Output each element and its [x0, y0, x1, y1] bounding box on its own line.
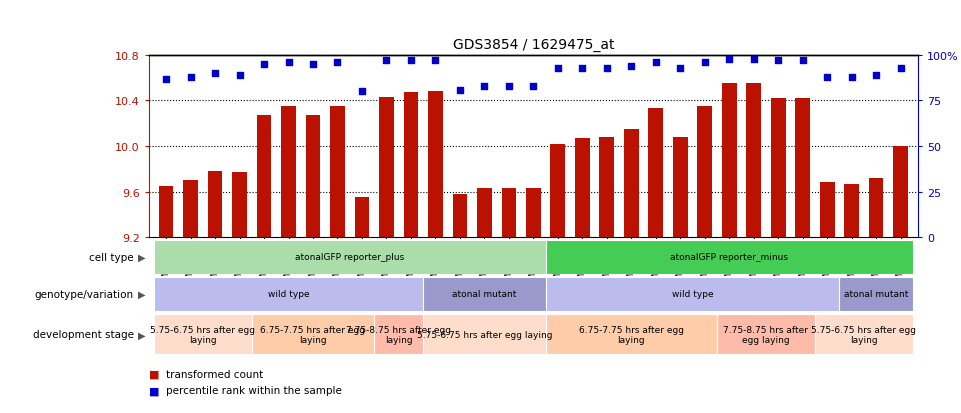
Point [428, 58, 443, 64]
Point [477, 83, 492, 90]
Bar [379, 98, 394, 237]
Point [183, 74, 198, 81]
Text: transformed count: transformed count [166, 369, 263, 379]
Point [550, 65, 565, 72]
Bar [546, 240, 913, 274]
Bar [154, 315, 252, 354]
Point [673, 65, 688, 72]
Point [208, 71, 223, 77]
Bar [502, 189, 516, 237]
Bar [526, 189, 541, 237]
Text: ▶: ▶ [137, 330, 145, 339]
Bar [208, 172, 222, 237]
Bar [154, 240, 546, 274]
Text: atonal mutant: atonal mutant [844, 290, 908, 299]
Bar [477, 189, 492, 237]
Point [844, 74, 859, 81]
Bar [894, 147, 908, 237]
Point [746, 56, 761, 63]
Bar [404, 93, 418, 237]
Bar [282, 107, 296, 237]
Title: GDS3854 / 1629475_at: GDS3854 / 1629475_at [453, 38, 614, 52]
Point [281, 60, 296, 66]
Point [232, 72, 247, 79]
Bar [820, 183, 834, 237]
Bar [747, 84, 761, 237]
Text: cell type: cell type [89, 252, 134, 262]
Text: 7.75-8.75 hrs after
egg laying: 7.75-8.75 hrs after egg laying [724, 325, 808, 344]
Point [330, 60, 345, 66]
Point [893, 65, 908, 72]
Bar [453, 195, 467, 237]
Point [306, 62, 321, 68]
Point [599, 65, 614, 72]
Bar [428, 92, 443, 237]
Bar [673, 138, 688, 237]
Text: ■: ■ [149, 385, 160, 395]
Text: ▶: ▶ [137, 252, 145, 262]
Bar [869, 178, 883, 237]
Bar [423, 315, 546, 354]
Bar [551, 145, 565, 237]
Point [526, 83, 541, 90]
Bar [546, 315, 717, 354]
Point [795, 58, 810, 64]
Text: atonal mutant: atonal mutant [453, 290, 517, 299]
Bar [159, 186, 173, 237]
Bar [771, 99, 785, 237]
Point [453, 87, 468, 94]
Point [648, 60, 663, 66]
Point [404, 58, 419, 64]
Bar [546, 278, 839, 311]
Bar [698, 107, 712, 237]
Point [575, 65, 590, 72]
Bar [600, 138, 614, 237]
Bar [233, 173, 247, 237]
Text: genotype/variation: genotype/variation [35, 289, 134, 299]
Point [820, 74, 835, 81]
Bar [717, 315, 815, 354]
Bar [649, 109, 663, 237]
Text: development stage: development stage [33, 330, 134, 339]
Bar [722, 84, 736, 237]
Bar [815, 315, 913, 354]
Text: atonalGFP reporter_minus: atonalGFP reporter_minus [670, 253, 788, 261]
Bar [839, 278, 913, 311]
Text: 7.75-8.75 hrs after egg
laying: 7.75-8.75 hrs after egg laying [346, 325, 452, 344]
Point [355, 89, 370, 95]
Text: 5.75-6.75 hrs after egg laying: 5.75-6.75 hrs after egg laying [417, 330, 553, 339]
Bar [796, 99, 810, 237]
Point [159, 76, 174, 83]
Bar [154, 278, 423, 311]
Text: atonalGFP reporter_plus: atonalGFP reporter_plus [295, 253, 405, 261]
Bar [845, 184, 859, 237]
Bar [331, 107, 345, 237]
Point [869, 72, 884, 79]
Point [257, 62, 272, 68]
Bar [624, 130, 639, 237]
Point [502, 83, 517, 90]
Text: 5.75-6.75 hrs after egg
laying: 5.75-6.75 hrs after egg laying [811, 325, 917, 344]
Text: 6.75-7.75 hrs after egg
laying: 6.75-7.75 hrs after egg laying [260, 325, 365, 344]
Bar [306, 116, 320, 237]
Bar [575, 139, 590, 237]
Bar [252, 315, 374, 354]
Text: percentile rank within the sample: percentile rank within the sample [166, 385, 342, 395]
Text: ▶: ▶ [137, 289, 145, 299]
Text: 6.75-7.75 hrs after egg
laying: 6.75-7.75 hrs after egg laying [579, 325, 684, 344]
Point [624, 63, 639, 70]
Bar [184, 181, 198, 237]
Text: wild type: wild type [672, 290, 713, 299]
Point [697, 60, 712, 66]
Text: 5.75-6.75 hrs after egg
laying: 5.75-6.75 hrs after egg laying [150, 325, 256, 344]
Point [771, 58, 786, 64]
Bar [355, 198, 369, 237]
Text: ■: ■ [149, 369, 160, 379]
Bar [423, 278, 546, 311]
Bar [374, 315, 423, 354]
Text: wild type: wild type [268, 290, 309, 299]
Point [722, 56, 737, 63]
Bar [257, 116, 271, 237]
Point [379, 58, 394, 64]
